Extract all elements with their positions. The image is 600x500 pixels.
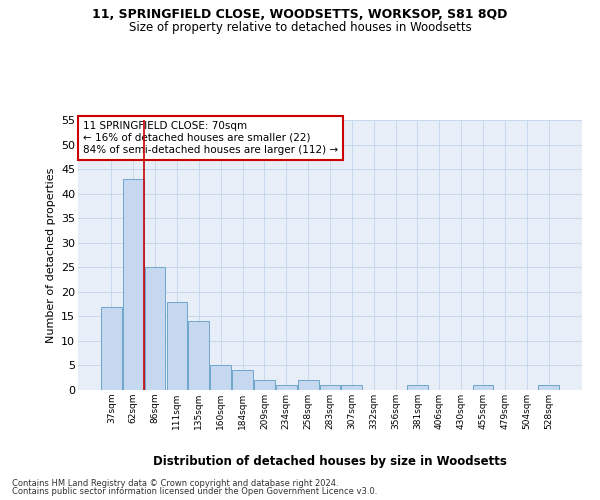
Bar [101, 306, 122, 390]
Bar [210, 366, 231, 390]
Bar [341, 385, 362, 390]
Text: 11 SPRINGFIELD CLOSE: 70sqm
← 16% of detached houses are smaller (22)
84% of sem: 11 SPRINGFIELD CLOSE: 70sqm ← 16% of det… [83, 122, 338, 154]
Text: 11, SPRINGFIELD CLOSE, WOODSETTS, WORKSOP, S81 8QD: 11, SPRINGFIELD CLOSE, WOODSETTS, WORKSO… [92, 8, 508, 20]
Bar [276, 385, 296, 390]
Text: Distribution of detached houses by size in Woodsetts: Distribution of detached houses by size … [153, 454, 507, 468]
Text: Contains HM Land Registry data © Crown copyright and database right 2024.: Contains HM Land Registry data © Crown c… [12, 478, 338, 488]
Bar [298, 380, 319, 390]
Y-axis label: Number of detached properties: Number of detached properties [46, 168, 56, 342]
Bar [167, 302, 187, 390]
Bar [188, 322, 209, 390]
Text: Contains public sector information licensed under the Open Government Licence v3: Contains public sector information licen… [12, 487, 377, 496]
Bar [407, 385, 428, 390]
Bar [473, 385, 493, 390]
Bar [320, 385, 340, 390]
Bar [123, 179, 143, 390]
Text: Size of property relative to detached houses in Woodsetts: Size of property relative to detached ho… [128, 21, 472, 34]
Bar [145, 268, 166, 390]
Bar [538, 385, 559, 390]
Bar [254, 380, 275, 390]
Bar [232, 370, 253, 390]
